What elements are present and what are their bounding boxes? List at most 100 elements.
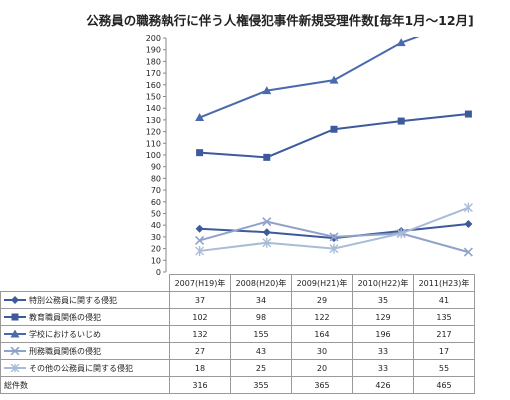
legend-key-icon [4, 296, 26, 304]
x-tick-label: 2007(H19)年 [169, 274, 231, 292]
legend-entry: その他の公務員に関する侵犯 [0, 359, 170, 377]
data-label: 129 [352, 308, 414, 326]
series-point [397, 117, 405, 125]
y-tick-label: 150 [146, 93, 161, 102]
y-tick-label: 180 [146, 57, 161, 66]
data-label: 33 [352, 342, 414, 360]
data-label: 98 [230, 308, 292, 326]
series-1 [195, 220, 473, 243]
data-label: 18 [169, 359, 231, 377]
series-point [396, 228, 406, 239]
series-point [329, 232, 339, 242]
series-point [464, 220, 473, 229]
y-tick-label: 20 [151, 245, 161, 254]
y-tick-label: 100 [146, 151, 161, 160]
legend-key-icon [4, 330, 26, 338]
table-header-row: 2007(H19)年 2008(H20)年 2009(H21)年 2010(H22)年… [0, 274, 475, 292]
table-row: 特別公務員に関する侵犯 37 34 29 35 41 [0, 291, 475, 309]
legend-entry: 刑務職員関係の侵犯 [0, 342, 170, 360]
data-label: 155 [230, 325, 292, 343]
x-tick-label: 2011(H23)年 [413, 274, 475, 292]
table-row: その他の公務員に関する侵犯 18 25 20 33 55 [0, 359, 475, 377]
y-tick-label: 30 [151, 233, 161, 242]
legend-entry: 学校におけるいじめ [0, 325, 170, 343]
y-tick-label: 10 [151, 256, 161, 265]
total-value: 316 [169, 376, 231, 394]
y-tick-label: 50 [151, 210, 161, 219]
series-point [11, 313, 19, 321]
legend-label: 教育職員関係の侵犯 [29, 312, 101, 322]
legend-key-icon [4, 347, 26, 355]
series-point [195, 245, 205, 256]
data-label: 17 [413, 342, 475, 360]
series-3 [195, 14, 473, 122]
total-value: 465 [413, 376, 475, 394]
data-label: 25 [230, 359, 292, 377]
y-tick-label: 0 [156, 268, 161, 276]
x-tick-label: 2009(H21)年 [291, 274, 353, 292]
data-label: 27 [169, 342, 231, 360]
series-point [10, 347, 20, 355]
series-line [199, 37, 420, 119]
series-point [262, 86, 272, 95]
series-2 [196, 110, 472, 161]
totals-row: 総件数 316 355 365 426 465 [0, 376, 475, 394]
y-tick-label: 130 [146, 116, 161, 125]
plot-area [195, 14, 473, 257]
legend-label: その他の公務員に関する侵犯 [29, 363, 133, 373]
legend-label: 学校におけるいじめ [29, 329, 101, 339]
y-tick-label: 60 [151, 198, 161, 207]
y-tick-label: 40 [151, 221, 161, 230]
series-point [11, 296, 19, 304]
x-tick-label: 2010(H22)年 [352, 274, 414, 292]
data-label: 55 [413, 359, 475, 377]
data-label: 29 [291, 291, 353, 309]
legend-entry: 特別公務員に関する侵犯 [0, 291, 170, 309]
y-tick-label: 160 [146, 81, 161, 90]
table-row: 教育職員関係の侵犯 102 98 122 129 135 [0, 308, 475, 326]
series-point [262, 217, 272, 227]
y-tick-label: 200 [146, 34, 161, 43]
series-point [195, 113, 205, 122]
legend-entry: 教育職員関係の侵犯 [0, 308, 170, 326]
y-tick-label: 190 [146, 46, 161, 55]
y-tick-label: 140 [146, 104, 161, 113]
series-point [330, 125, 338, 133]
y-axis: 0 10 20 30 40 50 60 70 80 90 100 110 120 130 140 150 160… [146, 34, 167, 276]
line-chart: 0 10 20 30 40 50 60 70 80 90 100 110 120 130 140 150 160… [146, 14, 473, 276]
data-label: 102 [169, 308, 231, 326]
data-label: 122 [291, 308, 353, 326]
data-table: 2007(H19)年 2008(H20)年 2009(H21)年 2010(H22)年… [0, 274, 475, 394]
series-5 [195, 202, 473, 256]
series-point [329, 75, 339, 84]
chart-title: 公務員の職務執行に伴う人権侵犯事件新規受理件数[毎年1月～12月] [86, 13, 474, 28]
series-point [329, 243, 339, 254]
data-label: 35 [352, 291, 414, 309]
x-tick-label: 2008(H20)年 [230, 274, 292, 292]
data-label: 43 [230, 342, 292, 360]
data-label: 135 [413, 308, 475, 326]
y-tick-label: 70 [151, 186, 161, 195]
data-label: 20 [291, 359, 353, 377]
y-tick-label: 120 [146, 128, 161, 137]
series-point [464, 14, 473, 22]
series-point [464, 110, 472, 118]
series-point [195, 235, 205, 245]
table-row: 学校におけるいじめ 132 155 164 196 217 [0, 325, 475, 343]
y-tick-label: 90 [151, 163, 161, 172]
total-value: 355 [230, 376, 292, 394]
data-label: 41 [413, 291, 475, 309]
y-tick-label: 80 [151, 174, 161, 183]
table-row: 刑務職員関係の侵犯 27 43 30 33 17 [0, 342, 475, 360]
totals-label: 総件数 [0, 376, 170, 394]
total-value: 365 [291, 376, 353, 394]
y-tick-label: 170 [146, 69, 161, 78]
series-point [10, 330, 20, 338]
table-corner [0, 274, 170, 292]
series-point [396, 38, 406, 47]
data-label: 196 [352, 325, 414, 343]
data-label: 164 [291, 325, 353, 343]
series-point [263, 153, 271, 161]
legend-key-icon [4, 364, 26, 372]
series-point [463, 247, 473, 257]
